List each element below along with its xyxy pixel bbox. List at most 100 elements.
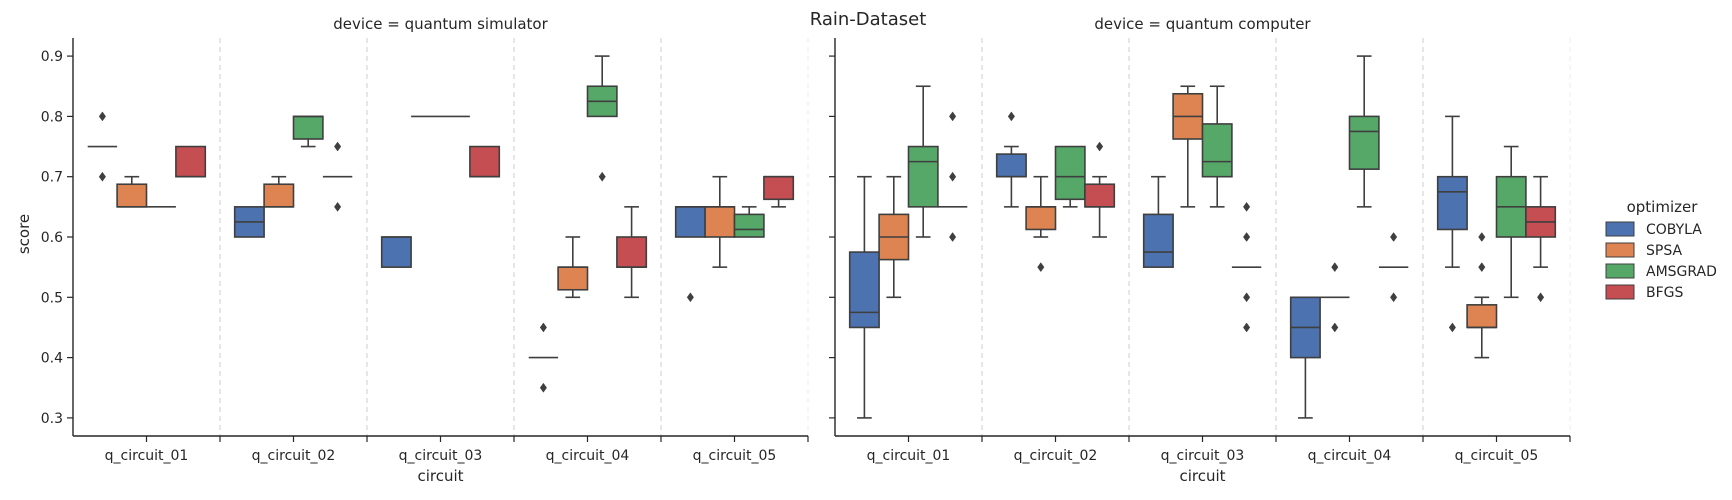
outlier-point xyxy=(539,382,547,393)
y-tick-label: 0.6 xyxy=(41,230,63,246)
box-cobyla xyxy=(233,206,265,238)
box-body xyxy=(1054,145,1086,201)
box-spsa xyxy=(878,175,910,299)
outlier-point xyxy=(1243,232,1251,242)
outlier-point xyxy=(598,171,606,182)
legend-label-amsgrad: AMSGRAD xyxy=(1646,264,1717,280)
box-spsa xyxy=(704,175,736,268)
box-spsa xyxy=(1172,85,1204,208)
box-bfgs xyxy=(616,206,648,299)
box-body xyxy=(704,206,736,238)
y-tick-label: 0.7 xyxy=(41,170,63,186)
x-tick-label: q_circuit_05 xyxy=(1455,448,1539,464)
outlier-point xyxy=(1478,262,1486,273)
box-amsgrad xyxy=(1348,55,1380,208)
y-axis-label: score xyxy=(15,214,33,254)
outlier-point xyxy=(949,171,957,182)
x-tick-label: q_circuit_03 xyxy=(1161,448,1245,464)
box-cobyla xyxy=(528,322,559,393)
outlier-point xyxy=(1390,292,1398,303)
box-cobyla xyxy=(848,175,880,419)
box-spsa xyxy=(557,236,589,299)
outlier-point xyxy=(334,141,342,152)
x-axis-label: circuit xyxy=(1179,467,1225,485)
box-cobyla xyxy=(87,111,118,182)
box-body xyxy=(1025,206,1057,231)
outlier-point xyxy=(1390,232,1398,242)
x-tick-label: q_circuit_04 xyxy=(546,448,630,464)
box-cobyla xyxy=(1142,175,1174,268)
y-tick-label: 0.3 xyxy=(41,411,63,427)
x-tick-label: q_circuit_01 xyxy=(867,448,951,464)
outlier-point xyxy=(1243,292,1251,303)
x-tick-label: q_circuit_02 xyxy=(252,448,336,464)
panel-quantum-computer: device = quantum computer q_circuit_01 q_c… xyxy=(829,15,1571,485)
outlier-point xyxy=(539,322,547,333)
box-body xyxy=(763,175,795,201)
box-body xyxy=(380,236,412,268)
y-tick-label: 0.4 xyxy=(41,351,63,367)
legend-label-spsa: SPSA xyxy=(1646,243,1682,259)
box-bfgs xyxy=(937,111,968,242)
chart-title: Rain-Dataset xyxy=(810,9,927,30)
box-body xyxy=(1084,183,1116,208)
box-cobyla xyxy=(995,111,1027,208)
outlier-point xyxy=(1243,201,1251,212)
y-tick-label: 0.8 xyxy=(41,109,63,125)
box-body xyxy=(469,145,501,178)
outlier-point xyxy=(949,111,957,122)
box-body xyxy=(175,145,207,178)
box-body xyxy=(848,251,880,329)
box-bfgs xyxy=(469,145,501,178)
box-spsa xyxy=(116,175,148,208)
box-body xyxy=(1436,175,1468,231)
box-body xyxy=(907,145,939,208)
box-body xyxy=(995,153,1027,178)
outlier-point xyxy=(1037,262,1045,273)
box-body xyxy=(733,213,765,238)
box-body xyxy=(1142,213,1174,268)
x-tick-label: q_circuit_05 xyxy=(693,448,777,464)
box-cobyla xyxy=(1436,115,1468,333)
box-body xyxy=(674,206,706,238)
box-amsgrad xyxy=(733,206,765,238)
outlier-point xyxy=(1096,141,1104,152)
box-body xyxy=(1348,115,1380,170)
outlier-point xyxy=(334,201,342,212)
box-body xyxy=(1466,304,1498,329)
legend-swatch-cobyla xyxy=(1605,221,1635,237)
box-spsa xyxy=(1466,232,1498,359)
outlier-point xyxy=(1007,111,1015,122)
y-tick-label: 0.9 xyxy=(41,49,63,65)
panel-title: device = quantum computer xyxy=(1094,15,1311,33)
box-bfgs xyxy=(1525,175,1557,303)
outlier-point xyxy=(686,292,694,303)
box-bfgs xyxy=(1378,232,1409,303)
box-amsgrad xyxy=(1201,85,1233,208)
x-tick-label: q_circuit_03 xyxy=(399,448,483,464)
box-amsgrad xyxy=(292,115,324,148)
outlier-point xyxy=(1331,262,1339,273)
box-bfgs xyxy=(322,141,353,212)
y-tick-label: 0.5 xyxy=(41,290,63,306)
outlier-point xyxy=(98,111,106,122)
x-axis-label: circuit xyxy=(417,467,463,485)
legend-title: optimizer xyxy=(1627,198,1699,216)
box-body xyxy=(1201,123,1233,178)
box-body xyxy=(116,183,148,208)
box-bfgs xyxy=(763,175,795,208)
box-body xyxy=(557,266,589,291)
legend: optimizer COBYLA SPSA AMSGRAD BFGS xyxy=(1605,198,1717,301)
panel-title: device = quantum simulator xyxy=(333,15,548,33)
box-spsa xyxy=(263,175,295,208)
box-bfgs xyxy=(1084,141,1116,238)
box-cobyla xyxy=(380,236,412,268)
legend-swatch-spsa xyxy=(1605,242,1635,258)
box-spsa xyxy=(1320,262,1350,333)
legend-label-bfgs: BFGS xyxy=(1646,285,1684,301)
outlier-point xyxy=(1243,322,1251,333)
panel-quantum-simulator: device = quantum simulator 0.3 0.4 0.5 0.6 0.… xyxy=(41,15,809,485)
x-tick-label: q_circuit_02 xyxy=(1014,448,1098,464)
outlier-point xyxy=(1448,322,1456,333)
box-body xyxy=(263,183,295,208)
